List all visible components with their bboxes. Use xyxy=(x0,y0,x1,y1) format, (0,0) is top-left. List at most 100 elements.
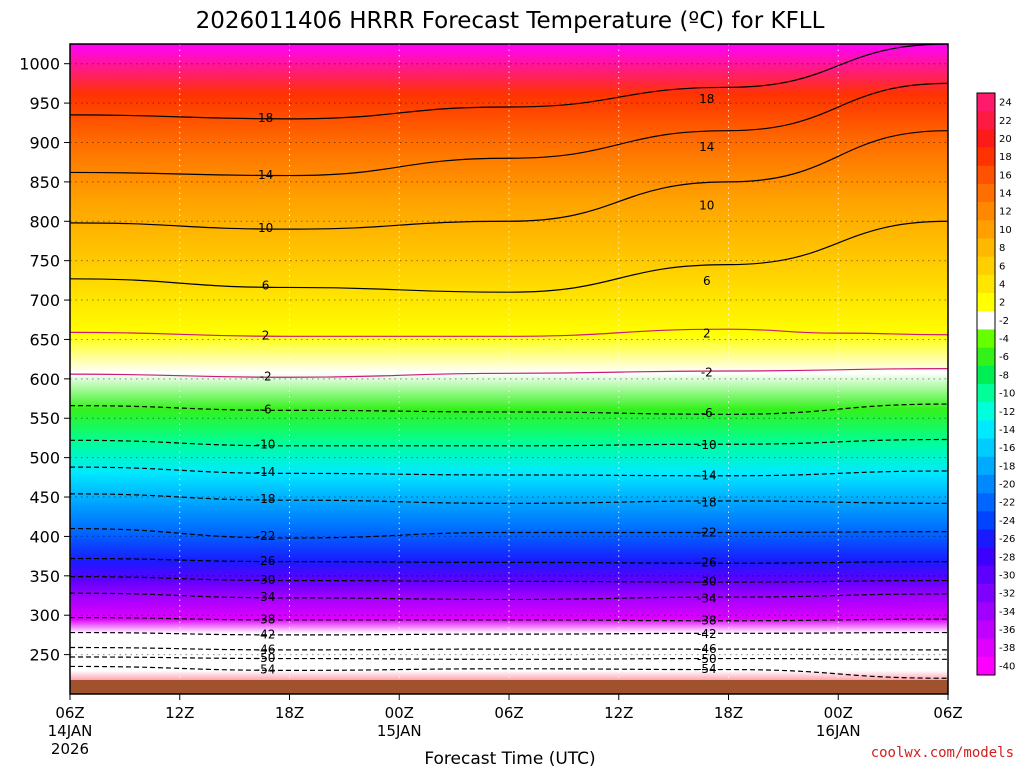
isotherm-label: -30 xyxy=(697,575,717,589)
colorbar-swatch xyxy=(977,547,995,567)
isotherm-label: -14 xyxy=(697,468,717,482)
isotherm-label: -2 xyxy=(701,365,713,379)
colorbar-label: -6 xyxy=(999,352,1009,363)
y-axis: 250 300 350 400 450 500 550 600 650 700 750 800 850 9… xyxy=(19,55,70,665)
x-tick-label: 12Z xyxy=(165,704,194,722)
isotherm-line xyxy=(70,368,948,378)
isotherm-label: -46 xyxy=(697,642,717,656)
isotherm-line xyxy=(70,665,948,679)
colorbar-label: -26 xyxy=(999,534,1015,545)
grid-layer xyxy=(70,44,948,694)
colorbar-swatch xyxy=(977,511,995,530)
isotherm-label: -38 xyxy=(697,613,717,627)
colorbar-label: 10 xyxy=(999,225,1012,236)
colorbar-label: 6 xyxy=(999,261,1005,272)
colorbar-swatch xyxy=(977,311,995,330)
isotherm-label: -38 xyxy=(256,612,276,626)
colorbar-swatch xyxy=(977,365,995,385)
y-tick-label: 300 xyxy=(29,606,60,625)
colorbar-label: 12 xyxy=(999,207,1012,218)
isotherm-label: -42 xyxy=(256,627,276,641)
colorbar-label: -24 xyxy=(999,516,1015,527)
isotherm-line xyxy=(70,527,948,539)
colorbar-label: -28 xyxy=(999,552,1015,563)
colorbar-label: -2 xyxy=(999,316,1009,327)
colorbar-label: -32 xyxy=(999,589,1015,600)
y-tick-label: 350 xyxy=(29,567,60,586)
y-tick-label: 250 xyxy=(29,646,60,665)
colorbar-swatch xyxy=(977,238,995,257)
colorbar-swatch xyxy=(977,584,995,603)
isotherm-label: -54 xyxy=(697,662,717,676)
colorbar-label: 8 xyxy=(999,243,1005,254)
y-tick-label: 750 xyxy=(29,252,60,271)
x-tick-label: 00Z xyxy=(824,704,853,722)
colorbar-swatch xyxy=(977,129,995,148)
isotherm-label: 2 xyxy=(703,326,711,340)
x-tick-label: 00Z xyxy=(385,704,414,722)
colorbar: 24 22 20 18 16 14 12 10 8 6 4 2 -2 -4 -6 -8 -10 -12 -14 -16… xyxy=(976,92,1015,676)
colorbar-label: -40 xyxy=(999,661,1015,672)
colorbar-swatch xyxy=(977,493,995,512)
isotherm-label: -30 xyxy=(256,573,276,587)
isotherm-label: 6 xyxy=(262,279,270,293)
chart-title: 2026011406 HRRR Forecast Temperature (ºC… xyxy=(196,8,825,34)
isotherm-label: -50 xyxy=(697,652,717,666)
y-tick-label: 400 xyxy=(29,527,60,546)
colorbar-label: -4 xyxy=(999,334,1009,345)
colorbar-swatch xyxy=(977,93,995,112)
x-tick-year-label: 2026 xyxy=(51,740,89,758)
isotherm-label: -18 xyxy=(256,492,276,506)
isotherm-label: 10 xyxy=(258,221,273,235)
colorbar-label: -34 xyxy=(999,607,1015,618)
isotherm-line xyxy=(70,328,948,337)
colorbar-swatch xyxy=(977,456,995,476)
isotherm-label: -14 xyxy=(256,465,276,479)
colorbar-swatch xyxy=(977,438,995,458)
isotherm-line xyxy=(70,130,948,230)
x-axis-title: Forecast Time (UTC) xyxy=(424,749,595,768)
isotherm-label: -34 xyxy=(697,592,717,606)
colorbar-swatch xyxy=(977,111,995,130)
isotherm-label: -26 xyxy=(256,554,276,568)
y-tick-label: 800 xyxy=(29,212,60,231)
y-tick-label: 600 xyxy=(29,370,60,389)
x-tick-date-label: 16JAN xyxy=(816,722,861,740)
isotherm-label: -54 xyxy=(256,663,276,677)
colorbar-frame xyxy=(976,92,996,676)
colorbar-swatch xyxy=(977,274,995,294)
colorbar-label: 24 xyxy=(999,98,1012,109)
colorbar-swatch xyxy=(977,529,995,548)
colorbar-swatch xyxy=(977,183,995,203)
y-tick-label: 1000 xyxy=(19,55,60,74)
contour-layer: -54 -54-50 -50-46 -46-42 -42-38 -38-34 -34-30-… xyxy=(70,44,948,679)
isotherm-line xyxy=(70,438,948,447)
colorbar-label: -14 xyxy=(999,425,1015,436)
isotherm-label: 10 xyxy=(699,199,714,213)
colorbar-swatch xyxy=(977,620,995,639)
y-tick-label: 850 xyxy=(29,173,60,192)
colorbar-swatch xyxy=(977,474,995,494)
isotherm-label: 6 xyxy=(703,274,711,288)
colorbar-swatch xyxy=(977,147,995,167)
isotherm-label: 18 xyxy=(699,92,714,106)
colorbar-swatch xyxy=(977,602,995,621)
y-tick-label: 700 xyxy=(29,291,60,310)
x-tick-date-label: 15JAN xyxy=(377,722,422,740)
y-tick-label: 500 xyxy=(29,449,60,468)
x-tick-label: 18Z xyxy=(275,704,304,722)
colorbar-label: -8 xyxy=(999,370,1009,381)
colorbar-label: -38 xyxy=(999,643,1015,654)
isotherm-label: 2 xyxy=(262,329,270,343)
isotherm-label: -6 xyxy=(701,406,713,420)
isotherm-label: -10 xyxy=(256,438,276,452)
isotherm-label: -22 xyxy=(256,529,276,543)
colorbar-swatch xyxy=(977,293,995,312)
x-tick-label: 06Z xyxy=(55,704,84,722)
colorbar-swatch xyxy=(977,420,995,439)
isotherm-label: 18 xyxy=(258,111,273,125)
colorbar-label: 4 xyxy=(999,279,1005,290)
colorbar-label: 14 xyxy=(999,189,1012,200)
